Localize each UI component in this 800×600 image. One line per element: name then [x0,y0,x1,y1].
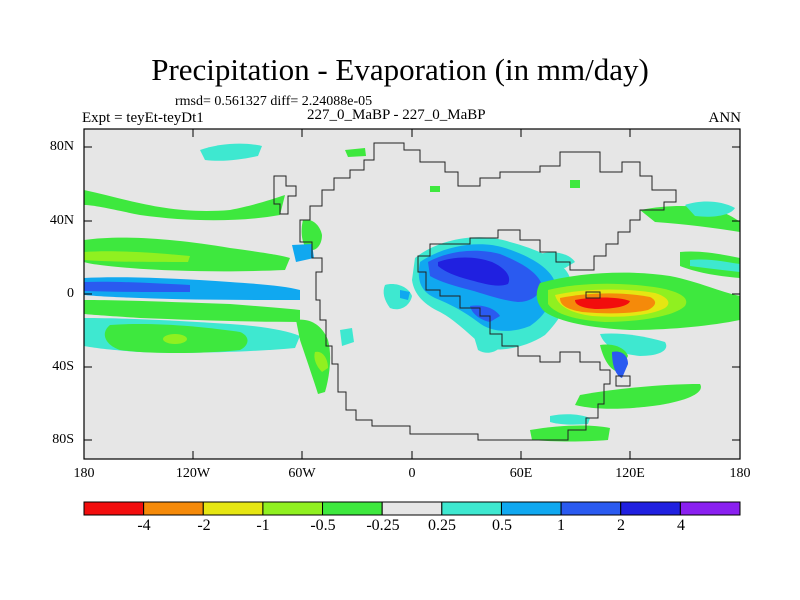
colorbar-label: 1 [557,517,565,534]
field-patch [163,334,187,344]
field-patch [612,351,628,378]
field-patch [570,180,580,188]
field-patch [200,143,262,161]
lat-label: 40N [49,213,74,228]
colorbar-label: -0.5 [310,517,336,534]
colorbar-label: -0.25 [366,517,400,534]
field-patch [340,328,354,346]
field-patch [292,244,314,262]
field-patch [345,148,366,157]
lat-label: 80N [49,139,74,154]
colorbar-segment [620,501,681,516]
field-patch [84,190,285,221]
field-patch [84,237,290,272]
lon-label: 120E [615,466,645,481]
plot-title: Precipitation - Evaporation (in mm/day) [151,52,649,87]
colorbar-segment [143,501,204,516]
colorbar-label: -2 [197,517,211,534]
coastline-island [273,175,297,215]
colorbar-segment [202,501,264,516]
lon-label: 60W [288,466,316,481]
stats-label: rmsd= 0.561327 diff= 2.24088e-05 [175,94,373,109]
lon-label: 60E [509,466,533,481]
field-patch [314,351,328,372]
lat-label: 40S [52,359,74,374]
experiment-label: Expt = teyEt-teyDt1 [82,110,204,126]
field-patch [296,319,331,394]
field-patch [550,414,590,425]
field-patch [84,281,190,292]
precipitation-field [84,143,740,442]
colorbar-label: 4 [677,517,685,534]
experiments-compared-label: 227_0_MaBP - 227_0_MaBP [307,107,486,123]
lon-ticks [192,129,631,459]
colorbar-segment [322,501,383,516]
coastline-island [615,375,631,387]
lon-label: 180 [729,466,751,481]
field-patch [438,257,510,286]
lat-ticks [84,146,740,441]
colorbar-label: -4 [137,517,151,534]
lat-label: 0 [67,286,74,301]
colorbar-segment [560,501,622,516]
colorbar-segment [441,501,502,516]
lon-label: 120W [175,466,211,481]
coastline-island [585,291,601,299]
colorbar-label: 2 [617,517,625,534]
colorbar-segment [262,501,324,516]
field-patch [690,259,740,272]
season-label: ANN [708,110,742,126]
field-patch [472,328,505,353]
field-patch [430,186,440,192]
colorbar-segment [83,501,145,516]
field-patch [383,284,412,310]
field-patch [470,305,500,322]
field-patch [400,290,410,300]
field-patch [530,425,610,442]
field-patch [685,201,735,217]
colorbar-segment [679,501,741,516]
colorbar-label: -1 [256,517,270,534]
field-patch [84,300,300,322]
lat-label: 80S [52,432,74,447]
colorbar-segment [500,501,562,516]
field-patch [301,219,322,251]
colorbar-label: 0.25 [428,517,456,534]
colorbar-segment [381,501,443,516]
field-patch [540,252,575,268]
colorbar [83,501,741,516]
colorbar-label: 0.5 [492,517,512,534]
field-patch [84,251,190,262]
field-patch [575,384,701,409]
lon-label: 0 [408,466,416,481]
lon-label: 180 [73,466,95,481]
field-patch [575,297,630,309]
coastline [299,142,677,441]
